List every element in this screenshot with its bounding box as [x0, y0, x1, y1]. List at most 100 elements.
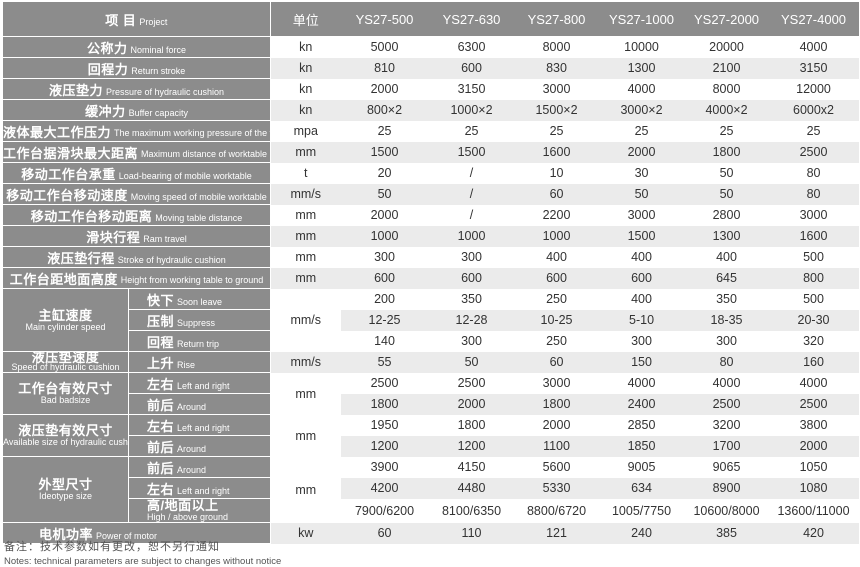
sub-label: 回程 Return trip — [127, 330, 272, 352]
label-cn: 工作台据滑块最大距离 — [3, 145, 139, 161]
value-cell: 3150 — [457, 82, 486, 96]
label-en: Maximum distance of worktable according … — [141, 149, 269, 160]
value-cell: 3000 — [799, 208, 828, 222]
value-cell: 4000×2 — [684, 99, 769, 121]
value-cell: 80 — [806, 166, 821, 180]
unit-cell: mm — [270, 456, 341, 523]
value-cell: 2500 — [768, 393, 859, 415]
label-cn: 液体最大工作压力 — [3, 124, 112, 140]
value-cell: 25 — [377, 124, 392, 138]
value-cell: 1500 — [428, 141, 515, 163]
unit-cell: mm — [270, 141, 341, 163]
label-en: Main cylinder speed — [25, 321, 106, 332]
value-cell: 300 — [461, 250, 482, 264]
value-cell: 20000 — [709, 40, 744, 55]
value-cell: 250 — [546, 292, 567, 306]
value-cell: 1000 — [514, 225, 599, 247]
table-row: 外型尺寸 Ideotype size 前后 Around mm 3900 4150 5600 9… — [2, 456, 859, 523]
table-row: 工作台距地面高度 Height from working table to gro… — [1, 267, 859, 289]
row-label: 回程力 Return stroke — [1, 57, 272, 79]
value-cell: 3800 — [799, 418, 828, 432]
value-cell: 200 — [374, 292, 395, 306]
value-cell: 1100 — [514, 435, 599, 457]
value-cell: 7900/6200 — [354, 503, 415, 518]
sub-label: 前后 Around — [127, 393, 272, 415]
value-cell: 25 — [634, 124, 649, 138]
group-label: 外型尺寸 Ideotype size — [2, 456, 129, 523]
label-en: Left and right — [177, 380, 230, 391]
sub-label: 前后 Around — [127, 456, 272, 478]
label-en: Around — [177, 443, 207, 454]
value-cell: 9005 — [627, 460, 656, 474]
value-cell: 6300 — [457, 40, 486, 55]
value-cell: 60 — [514, 351, 599, 373]
value-cell: 8800/6720 — [526, 503, 587, 518]
value-cell: 2000 — [370, 208, 399, 222]
header-project-cn: 项 目 — [105, 12, 137, 28]
value-cell: 80 — [768, 183, 859, 205]
value-cell: 25 — [549, 124, 564, 138]
value-cell: 18-35 — [684, 309, 769, 331]
value-cell: 4480 — [428, 477, 515, 499]
unit-cell: t — [304, 166, 308, 180]
value-cell: 5330 — [514, 477, 599, 499]
value-cell: 4000 — [627, 376, 656, 390]
value-cell: 25 — [806, 124, 821, 138]
value-cell: 350 — [461, 292, 482, 306]
label-cn: 移动工作台承重 — [21, 166, 116, 182]
unit-cell: mm — [270, 372, 341, 415]
table-row: 滑块行程 Ram travel mm 1000 1000 1000 1500 1300 1600 — [1, 225, 859, 247]
value-cell: / — [428, 183, 515, 205]
label-en: Speed of hydraulic cushion — [11, 362, 120, 372]
value-cell: 320 — [803, 334, 824, 348]
label-cn: 左右 — [147, 376, 175, 392]
label-cn: 快下 — [147, 292, 175, 308]
value-cell: 80 — [684, 351, 769, 373]
value-cell: 2500 — [768, 141, 859, 163]
value-cell: 150 — [598, 351, 685, 373]
value-cell: 1600 — [768, 225, 859, 247]
value-cell: 10000 — [624, 40, 659, 55]
value-cell: 5-10 — [598, 309, 685, 331]
row-label: 公称力 Nominal force — [1, 36, 272, 58]
value-cell: 1200 — [428, 435, 515, 457]
value-cell: 2000 — [768, 435, 859, 457]
value-cell: 500 — [803, 250, 824, 264]
sub-label: 高/地面以上 High / above ground — [127, 498, 272, 523]
value-cell: 3900 — [370, 460, 399, 474]
value-cell: 4150 — [457, 460, 486, 474]
header-model: YS27-1000 — [598, 2, 685, 37]
label-cn: 工作台有效尺寸 — [18, 381, 113, 396]
value-cell: 3000 — [542, 82, 571, 96]
label-en: Ram travel — [143, 233, 187, 244]
label-cn: 压制 — [147, 313, 175, 329]
value-cell: 400 — [631, 250, 652, 264]
unit-cell: kn — [299, 82, 313, 96]
unit-cell: mm/s — [270, 351, 341, 373]
header-model: YS27-630 — [428, 2, 515, 37]
value-cell: 2000 — [598, 141, 685, 163]
label-en: Pressure of hydraulic cushion — [105, 86, 225, 97]
label-cn: 公称力 — [86, 40, 128, 56]
group-label: 液压垫速度 Speed of hydraulic cushion — [2, 351, 129, 373]
table-row: 高/地面以上 High / above ground 7900/6200 8100/6… — [3, 498, 859, 523]
value-cell: 2200 — [542, 208, 571, 222]
value-cell: 800×2 — [340, 99, 429, 121]
label-cn: 左右 — [147, 418, 175, 434]
value-cell: 645 — [684, 267, 769, 289]
value-cell: 1000 — [340, 225, 429, 247]
table-row: 工作台据滑块最大距离 Maximum distance of worktable … — [1, 141, 859, 163]
label-en: Moving speed of mobile worktable — [130, 191, 267, 202]
value-cell: 600 — [340, 267, 429, 289]
table-row: 液体最大工作压力 The maximum working pressure of … — [1, 120, 859, 142]
value-cell: 1800 — [684, 141, 769, 163]
notes: 备注：技术参数如有更改，恕不另行通知 Notes: technical para… — [4, 538, 281, 567]
value-cell: 300 — [374, 250, 395, 264]
value-cell: 1500 — [598, 225, 685, 247]
label-en: The maximum working pressure of the flui… — [114, 128, 271, 139]
value-cell: 1800 — [457, 418, 486, 432]
header-project: 项 目 Project — [2, 2, 272, 37]
value-cell: 4000 — [799, 376, 828, 390]
table-row: 移动工作台承重 Load-bearing of mobile worktable t… — [1, 162, 859, 184]
value-cell: 30 — [634, 166, 649, 180]
